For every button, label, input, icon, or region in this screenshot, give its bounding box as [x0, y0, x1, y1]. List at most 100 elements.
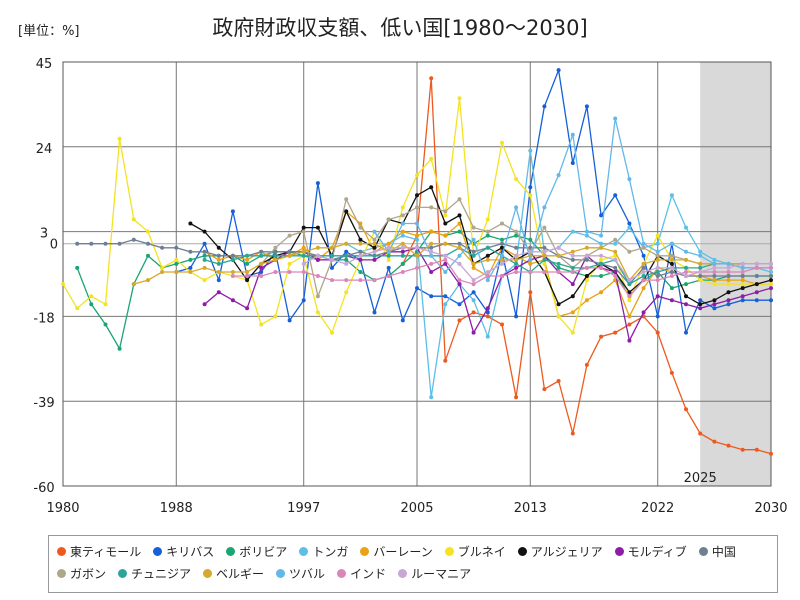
data-point — [740, 261, 745, 266]
data-point — [684, 282, 688, 287]
data-point — [655, 233, 660, 238]
legend-marker — [118, 568, 128, 578]
data-point — [485, 270, 490, 274]
data-point — [188, 257, 193, 262]
data-point — [599, 233, 604, 238]
data-point — [485, 334, 490, 339]
data-point — [500, 140, 504, 145]
data-point — [471, 278, 476, 283]
data-point — [485, 253, 490, 258]
data-point — [641, 310, 646, 315]
data-point — [726, 290, 731, 295]
data-point — [146, 278, 150, 283]
data-point — [570, 270, 575, 274]
data-point — [160, 270, 165, 274]
legend-item: ルーマニア — [398, 562, 471, 584]
data-point — [769, 451, 773, 456]
y-tick-label: -39 — [33, 396, 54, 411]
data-point — [528, 257, 533, 262]
data-point — [245, 253, 250, 258]
data-point — [584, 104, 589, 109]
data-point — [712, 270, 717, 274]
legend-item: アルジェリア — [517, 540, 603, 562]
data-point — [315, 294, 320, 299]
data-point — [429, 185, 434, 190]
data-point — [259, 265, 264, 270]
data-point — [669, 257, 674, 262]
data-point — [230, 257, 235, 262]
data-point — [202, 302, 207, 307]
x-tick-label: 2022 — [641, 501, 674, 516]
data-point — [400, 261, 405, 266]
data-point — [712, 306, 717, 311]
data-point — [712, 265, 717, 270]
data-point — [542, 253, 547, 258]
data-point — [669, 253, 674, 258]
data-point — [415, 286, 419, 291]
data-point — [216, 278, 221, 283]
x-tick-label: 1997 — [287, 501, 320, 516]
data-point — [485, 306, 490, 311]
data-point — [358, 253, 363, 258]
data-point — [627, 221, 632, 226]
legend-marker — [337, 568, 347, 578]
data-point — [287, 270, 292, 274]
data-point — [230, 209, 235, 214]
data-point — [117, 136, 122, 141]
data-point — [415, 233, 419, 238]
data-point — [584, 265, 589, 270]
data-point — [712, 278, 717, 283]
data-point — [712, 298, 717, 303]
data-point — [372, 245, 377, 250]
data-point — [500, 261, 504, 266]
legend-label: ボリビア — [239, 544, 288, 559]
data-point — [358, 270, 363, 274]
legend-item: ブルネイ — [444, 540, 506, 562]
data-point — [315, 257, 320, 262]
data-point — [443, 294, 448, 299]
legend-label: アルジェリア — [530, 544, 603, 559]
data-point — [570, 249, 575, 254]
data-point — [400, 270, 405, 274]
series-6 — [188, 185, 773, 307]
data-point — [542, 205, 547, 210]
data-point — [457, 213, 462, 218]
legend-marker — [698, 546, 708, 556]
data-point — [712, 274, 717, 278]
legend-item: ボリビア — [226, 540, 287, 562]
data-point — [769, 274, 773, 278]
tick-labels: 1980 1988 1997 2005 2013 2022 2030 45 24 30 -18 -39… — [33, 57, 787, 516]
data-point — [528, 148, 533, 153]
y-tick-label: 0 — [50, 238, 58, 253]
data-point — [216, 290, 221, 295]
data-point — [613, 237, 618, 242]
data-point — [117, 241, 122, 246]
data-point — [429, 205, 434, 210]
legend-marker — [57, 546, 66, 556]
data-point — [613, 257, 618, 262]
data-point — [556, 68, 561, 73]
data-point — [61, 282, 65, 287]
data-point — [584, 245, 589, 250]
data-point — [556, 270, 561, 274]
data-point — [230, 253, 235, 258]
data-point — [627, 177, 632, 182]
data-point — [754, 447, 759, 452]
data-point — [259, 274, 264, 278]
data-point — [202, 253, 207, 258]
data-point — [655, 274, 660, 278]
data-point — [669, 261, 674, 266]
data-point — [542, 387, 547, 392]
data-point — [641, 253, 646, 258]
data-point — [415, 245, 419, 250]
data-point — [599, 253, 604, 258]
data-point — [726, 274, 731, 278]
data-point — [415, 237, 419, 242]
data-point — [726, 270, 731, 274]
chart-title: 政府財政収支額、低い国[1980〜2030] — [212, 16, 588, 40]
data-point — [500, 245, 504, 250]
data-point — [457, 282, 462, 287]
legend-marker — [153, 546, 163, 556]
data-point — [230, 298, 235, 303]
forecast-band — [700, 62, 771, 486]
